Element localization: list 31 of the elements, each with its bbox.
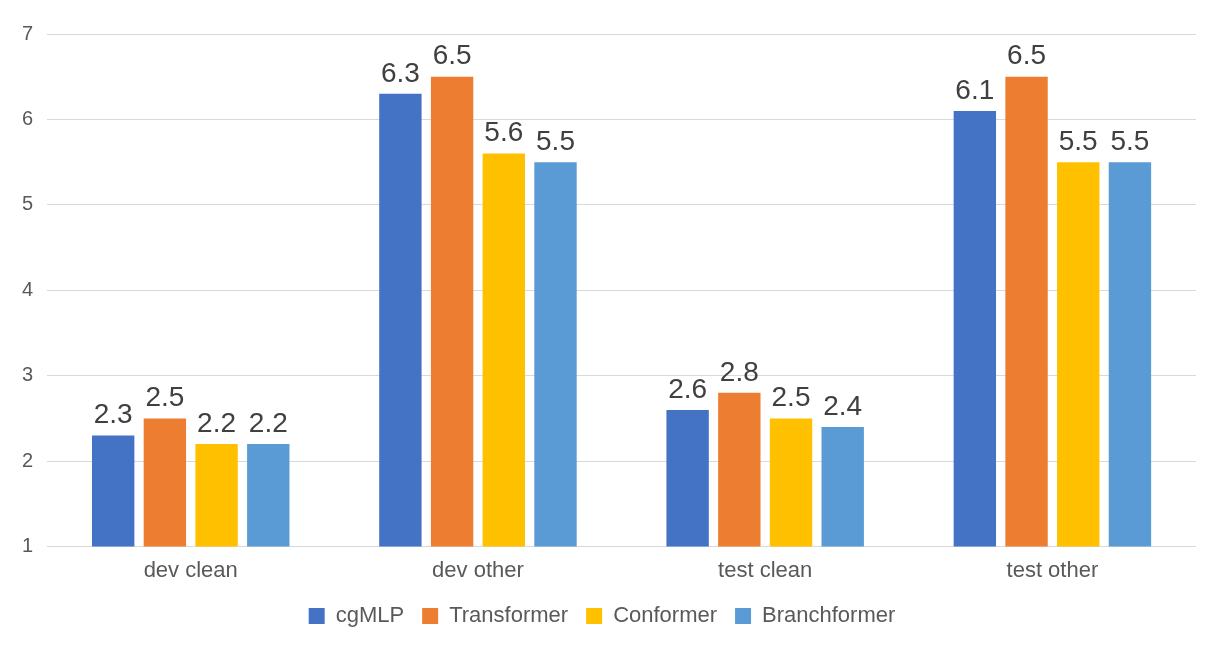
- y-tick-label: 5: [22, 192, 34, 215]
- data-label: 2.4: [823, 389, 863, 421]
- legend-label: Conformer: [613, 602, 718, 628]
- y-tick-label: 4: [22, 277, 34, 300]
- y-tick-label: 1: [22, 534, 34, 557]
- data-label: 2.8: [719, 355, 759, 387]
- data-label: 2.2: [248, 406, 288, 438]
- x-tick-label: test clean: [718, 556, 813, 582]
- legend-label: Branchformer: [762, 602, 896, 628]
- data-label: 6.1: [955, 73, 995, 105]
- x-tick-label: test other: [1006, 556, 1099, 582]
- data-label: 6.5: [1007, 39, 1047, 71]
- data-label: 2.6: [668, 372, 708, 404]
- legend-label: Transformer: [449, 602, 569, 628]
- data-label: 6.5: [432, 39, 472, 71]
- y-tick-label: 2: [22, 448, 34, 471]
- data-label: 2.2: [197, 406, 237, 438]
- y-tick-label: 6: [22, 106, 34, 129]
- data-label: 2.5: [145, 381, 185, 413]
- data-label: 2.5: [771, 381, 811, 413]
- legend-label: cgMLP: [335, 602, 405, 628]
- data-label: 2.3: [93, 398, 133, 430]
- y-tick-label: 7: [22, 21, 34, 44]
- x-tick-label: dev other: [432, 556, 524, 582]
- data-label: 5.5: [536, 124, 575, 156]
- data-label: 5.5: [1110, 124, 1150, 156]
- x-tick-label: dev clean: [143, 556, 238, 582]
- data-label: 6.3: [380, 56, 420, 88]
- data-label: 5.6: [484, 116, 524, 148]
- y-tick-label: 3: [22, 363, 34, 386]
- data-label: 5.5: [1058, 124, 1098, 156]
